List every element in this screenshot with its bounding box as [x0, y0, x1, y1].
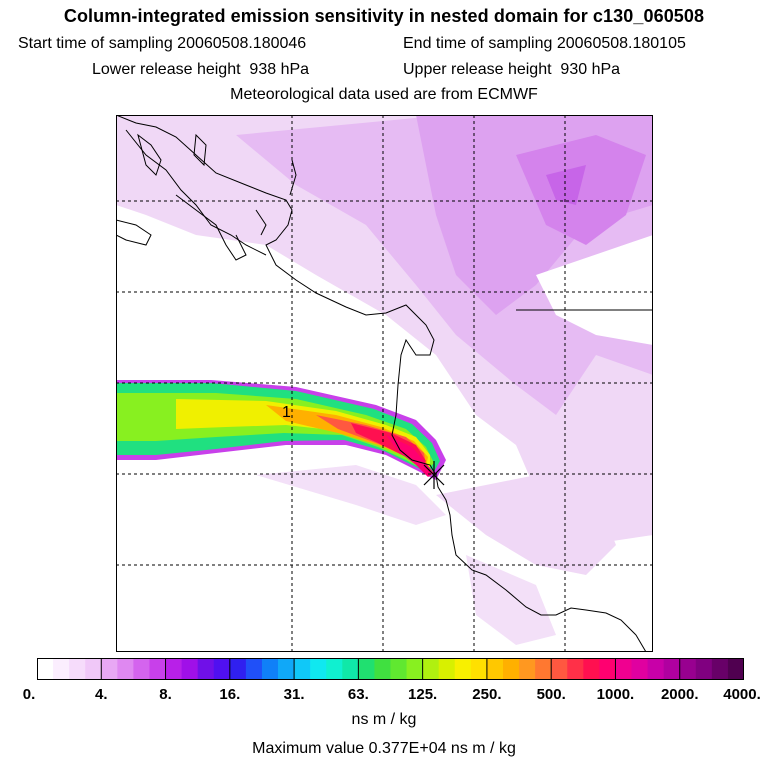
- colorbar-swatch: [470, 658, 488, 680]
- colorbar-swatch: [213, 658, 231, 680]
- colorbar-swatch: [229, 658, 247, 680]
- colorbar-tick-label: 4000.: [723, 686, 761, 703]
- lower-release-label: Lower release height 938 hPa: [92, 61, 310, 78]
- colorbar-swatch: [615, 658, 633, 680]
- colorbar-swatch: [727, 658, 745, 680]
- release-point-marker: [423, 461, 445, 489]
- colorbar-swatch: [53, 658, 70, 680]
- colorbar-tick-label: 125.: [408, 686, 438, 703]
- colorbar-swatch: [310, 658, 327, 680]
- colorbar-swatch: [663, 658, 681, 680]
- colorbar-swatch: [679, 658, 697, 680]
- colorbar-swatch: [165, 658, 183, 680]
- colorbar-swatch: [245, 658, 263, 680]
- colorbar-swatch: [294, 658, 311, 680]
- colorbar-tick-label: 8.: [159, 686, 172, 703]
- colorbar-swatch: [326, 658, 343, 680]
- colorbar-swatch: [69, 658, 86, 680]
- colorbar-svg: [37, 658, 745, 680]
- met-data-label: Meteorological data used are from ECMWF: [230, 86, 538, 103]
- colorbar-swatch: [535, 658, 552, 680]
- colorbar-swatch: [342, 658, 359, 680]
- colorbar-swatch: [519, 658, 536, 680]
- colorbar-swatch: [261, 658, 279, 680]
- colorbar-swatch: [374, 658, 391, 680]
- coastline: [115, 114, 653, 653]
- end-time-label: End time of sampling 20060508.180105: [403, 35, 686, 52]
- colorbar-swatch: [133, 658, 150, 680]
- colorbar-tick-label: 0.: [22, 686, 36, 703]
- colorbar-swatch: [551, 658, 568, 680]
- colorbar-tick-label: 63.: [347, 686, 369, 703]
- colorbar-swatch: [406, 658, 424, 680]
- start-time-label: Start time of sampling 20060508.180046: [18, 35, 307, 52]
- colorbar-swatch: [181, 658, 199, 680]
- colorbar-swatch: [37, 658, 54, 680]
- upper-release-label: Upper release height 930 hPa: [403, 61, 621, 78]
- colorbar-tick-label: 2000.: [660, 686, 699, 703]
- colorbar-tick-label: 1000.: [596, 686, 635, 703]
- emission-plume: [116, 380, 446, 480]
- colorbar-swatch: [278, 658, 295, 680]
- colorbar-swatch: [631, 658, 649, 680]
- colorbar-border: [37, 658, 744, 680]
- colorbar-swatch: [647, 658, 665, 680]
- colorbar-swatch: [695, 658, 713, 680]
- colorbar-swatch: [101, 658, 118, 680]
- colorbar-tick-label: 250.: [472, 686, 502, 703]
- colorbar-swatch: [502, 658, 520, 680]
- colorbar-tick-label: 500.: [536, 686, 566, 703]
- colorbar-swatch: [390, 658, 408, 680]
- plume-label-1: 1: [282, 404, 291, 421]
- colorbar-swatch: [583, 658, 600, 680]
- colorbar-tick-label: 31.: [283, 686, 305, 703]
- colorbar: [37, 658, 745, 680]
- colorbar-swatch: [599, 658, 616, 680]
- colorbar-swatch: [438, 658, 456, 680]
- sensitivity-map: 1: [115, 114, 653, 653]
- colorbar-swatch: [486, 658, 504, 680]
- colorbar-swatch: [117, 658, 134, 680]
- colorbar-swatch: [149, 658, 167, 680]
- colorbar-tick-label: 4.: [95, 686, 108, 703]
- colorbar-tick-label: 16.: [219, 686, 241, 703]
- colorbar-swatch: [197, 658, 215, 680]
- colorbar-swatch: [422, 658, 440, 680]
- sensitivity-field: [116, 115, 653, 652]
- colorbar-swatch: [711, 658, 729, 680]
- maximum-value-label: Maximum value 0.377E+04 ns m / kg: [252, 740, 516, 757]
- colorbar-units: ns m / kg: [351, 711, 417, 728]
- colorbar-swatch: [454, 658, 472, 680]
- map-border: [116, 115, 653, 652]
- colorbar-swatch: [85, 658, 102, 680]
- map-svg: 1: [115, 114, 653, 653]
- figure-title: Column-integrated emission sensitivity i…: [63, 6, 705, 26]
- colorbar-swatch: [358, 658, 375, 680]
- colorbar-swatch: [567, 658, 584, 680]
